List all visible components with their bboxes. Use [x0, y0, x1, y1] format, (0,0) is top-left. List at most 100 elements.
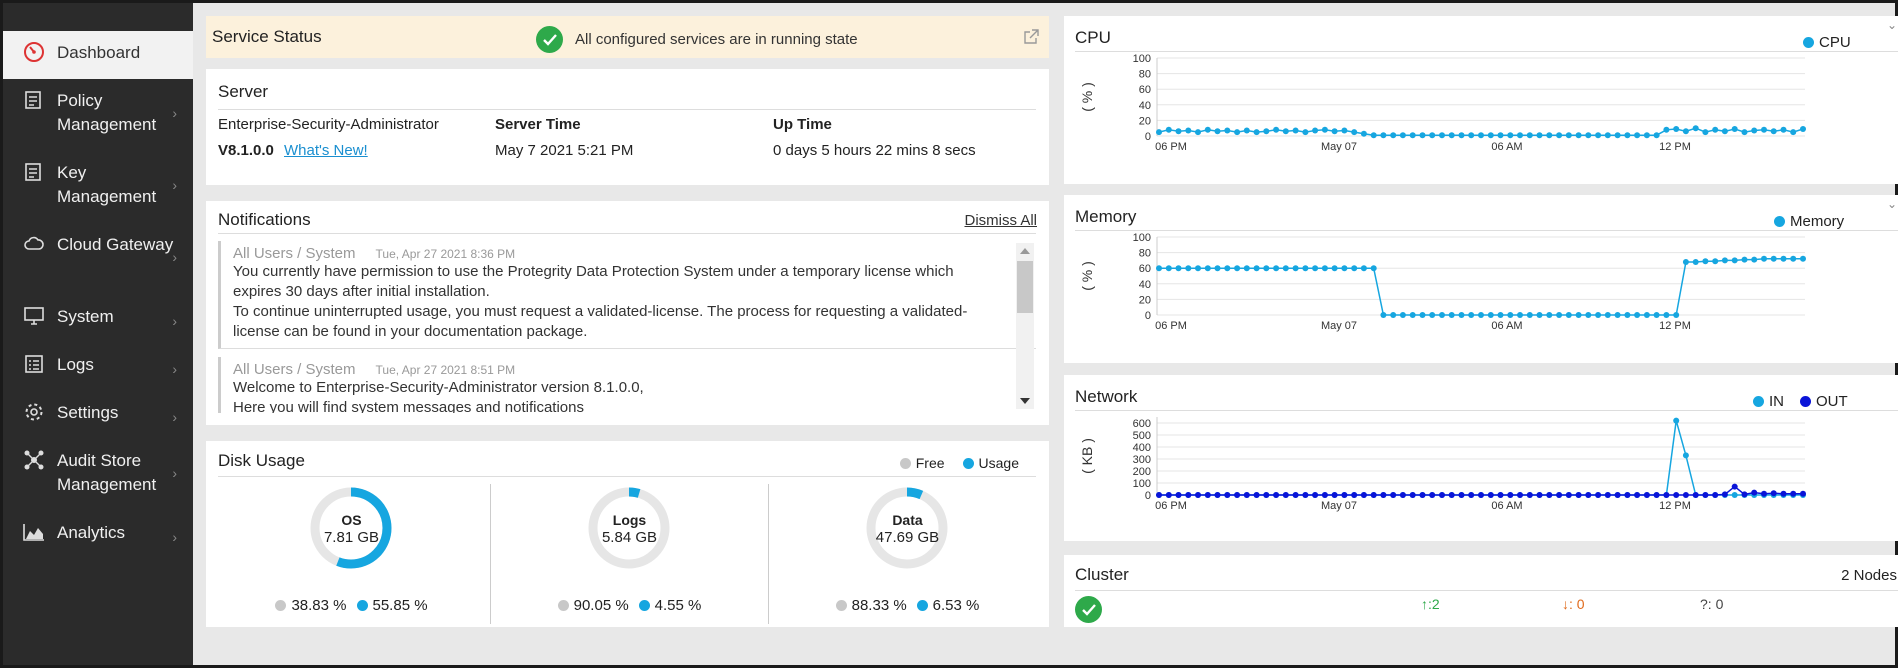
- data-point: [1292, 492, 1299, 498]
- data-point: [1282, 492, 1289, 498]
- data-point: [1478, 132, 1484, 139]
- x-tick-label: 06 AM: [1491, 500, 1522, 512]
- data-point: [1751, 127, 1758, 134]
- y-tick-label: 40: [1139, 279, 1151, 291]
- donut-usage-arc: [588, 487, 670, 569]
- data-point: [1770, 255, 1777, 262]
- volume-size: 47.69 GB: [875, 529, 940, 546]
- cluster-nodes: 2 Nodes: [1841, 567, 1897, 584]
- memory-legend: Memory: [1774, 213, 1844, 230]
- data-point: [1292, 265, 1299, 272]
- data-point: [1234, 265, 1241, 272]
- disk-volume-data: Data 47.69 GB 88.33 % 6.53 %: [770, 481, 1045, 621]
- x-tick-label: 06 AM: [1491, 320, 1522, 332]
- sidebar-item-key-management[interactable]: Key Management ›: [3, 151, 193, 223]
- data-point: [1351, 129, 1358, 136]
- donut-usage-arc: [866, 487, 948, 569]
- disk-legend-usage: Usage: [962, 455, 1019, 471]
- disk-volume-os: OS 7.81 GB 38.83 % 55.85 %: [214, 481, 489, 621]
- data-point: [1156, 492, 1162, 498]
- monitor-icon: [23, 305, 45, 327]
- data-point: [1673, 492, 1680, 498]
- sidebar-item-system[interactable]: System ›: [3, 295, 193, 343]
- free-dot-icon: [835, 600, 847, 611]
- service-status-title: Service Status: [212, 27, 322, 46]
- uptime-label: Up Time: [773, 116, 832, 133]
- data-point: [1721, 491, 1728, 498]
- donut-track: [588, 487, 670, 569]
- data-point: [1448, 312, 1455, 318]
- dismiss-all-link[interactable]: Dismiss All: [964, 212, 1037, 229]
- sidebar-item-cloud-gateway[interactable]: Cloud Gateway ›: [3, 223, 193, 295]
- data-point: [1624, 132, 1631, 139]
- cluster-title: Cluster: [1075, 565, 1129, 584]
- disk-usage-panel: Disk Usage Free Usage OS 7.81 GB 38.83 % 55…: [206, 441, 1049, 627]
- data-point: [1360, 130, 1367, 137]
- data-point: [1380, 312, 1387, 318]
- chevron-right-icon: ›: [172, 105, 177, 121]
- dashboard-icon: [23, 41, 45, 63]
- y-tick-label: 500: [1133, 430, 1151, 442]
- disk-legend: Free Usage: [899, 455, 1019, 471]
- data-point: [1682, 492, 1689, 498]
- data-point: [1702, 258, 1709, 265]
- data-point: [1390, 132, 1397, 139]
- data-point: [1546, 132, 1553, 139]
- data-point: [1565, 312, 1572, 318]
- sidebar: Dashboard Policy Management › Key Managemen…: [3, 3, 193, 665]
- data-point: [1234, 129, 1241, 136]
- sidebar-item-settings[interactable]: Settings ›: [3, 391, 193, 439]
- data-point: [1390, 492, 1397, 498]
- data-point: [1595, 132, 1602, 139]
- data-point: [1224, 127, 1231, 134]
- data-point: [1263, 128, 1270, 135]
- data-point: [1341, 265, 1348, 272]
- data-point: [1429, 132, 1436, 139]
- notification-text-line: Welcome to Enterprise-Security-Administr…: [233, 379, 644, 396]
- server-panel: Server Enterprise-Security-Administrator…: [206, 69, 1049, 185]
- data-point: [1507, 132, 1514, 139]
- service-status-text: All configured services are in running s…: [575, 31, 858, 48]
- data-point: [1712, 258, 1719, 265]
- sidebar-item-label: Policy Management: [57, 91, 157, 134]
- scrollbar-thumb[interactable]: [1017, 261, 1033, 313]
- y-tick-label: 600: [1133, 418, 1151, 430]
- sidebar-item-analytics[interactable]: Analytics ›: [3, 511, 193, 559]
- notifications-title: Notifications: [218, 210, 311, 229]
- data-point: [1634, 492, 1641, 498]
- data-point: [1653, 492, 1660, 498]
- x-tick-label: 06 PM: [1155, 320, 1187, 332]
- donut-chart: [310, 487, 392, 569]
- cpu-legend: CPU: [1803, 34, 1851, 51]
- chevron-down-icon[interactable]: ⌄: [1886, 197, 1897, 211]
- data-point: [1673, 312, 1680, 318]
- data-point: [1497, 312, 1504, 318]
- memory-dot-icon: [1774, 216, 1785, 227]
- sidebar-item-audit-store-management[interactable]: Audit Store Management ›: [3, 439, 193, 511]
- whats-new-link[interactable]: What's New!: [284, 142, 368, 159]
- y-tick-label: 60: [1139, 84, 1151, 96]
- data-point: [1643, 312, 1650, 318]
- sidebar-item-label: Audit Store Management: [57, 451, 157, 494]
- data-point: [1653, 132, 1660, 139]
- data-point: [1556, 312, 1563, 318]
- notification-item: All Users / System Tue, Apr 27 2021 8:51 …: [218, 357, 1036, 413]
- sidebar-item-dashboard[interactable]: Dashboard: [3, 31, 193, 79]
- data-point: [1204, 126, 1211, 133]
- sidebar-item-logs[interactable]: Logs ›: [3, 343, 193, 391]
- data-point: [1800, 126, 1806, 132]
- sidebar-item-label: Settings: [57, 403, 119, 422]
- data-point: [1292, 127, 1299, 134]
- data-point: [1604, 132, 1611, 139]
- notifications-scrollbar[interactable]: [1016, 243, 1034, 409]
- open-external-icon[interactable]: [1023, 29, 1039, 49]
- data-point: [1243, 127, 1250, 134]
- donut-usage-arc: [310, 487, 392, 569]
- data-point: [1634, 132, 1641, 139]
- data-point: [1770, 128, 1777, 135]
- data-point: [1731, 483, 1738, 490]
- x-tick-label: 06 PM: [1155, 141, 1187, 153]
- chevron-down-icon[interactable]: ⌄: [1886, 18, 1897, 32]
- sidebar-item-policy-management[interactable]: Policy Management ›: [3, 79, 193, 151]
